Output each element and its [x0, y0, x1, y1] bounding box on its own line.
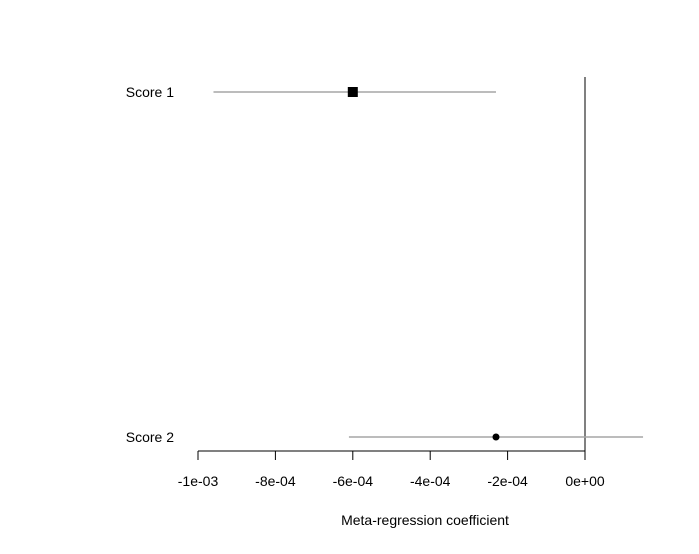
row-label: Score 1	[126, 84, 174, 100]
forest-row: Score 2	[126, 429, 644, 445]
point-estimate-marker	[492, 433, 500, 441]
x-axis-label: Meta-regression coefficient	[341, 512, 509, 528]
forest-row: Score 1	[126, 84, 496, 100]
row-label: Score 2	[126, 429, 174, 445]
x-tick-label: -8e-04	[255, 473, 296, 489]
x-tick-label: -2e-04	[487, 473, 528, 489]
x-tick-label: 0e+00	[565, 473, 605, 489]
x-axis: -1e-03 -8e-04 -6e-04 -4e-04 -2e-04 0e+00	[178, 450, 605, 489]
point-estimate-marker	[347, 87, 358, 97]
rows-layer: Score 1 Score 2	[126, 84, 644, 445]
x-tick-label: -4e-04	[410, 473, 451, 489]
x-tick-label: -6e-04	[333, 473, 374, 489]
x-tick-label: -1e-03	[178, 473, 219, 489]
